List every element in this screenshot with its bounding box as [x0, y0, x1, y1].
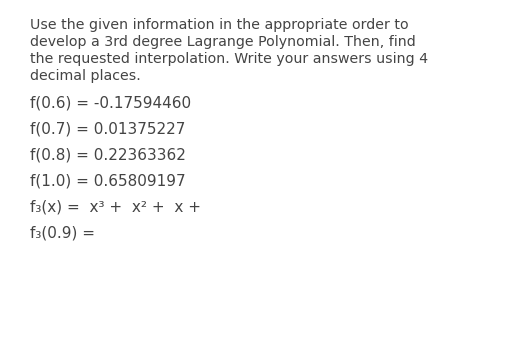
- Text: Use the given information in the appropriate order to: Use the given information in the appropr…: [30, 18, 409, 32]
- Text: develop a 3rd degree Lagrange Polynomial. Then, find: develop a 3rd degree Lagrange Polynomial…: [30, 35, 416, 49]
- Text: f(0.8) = 0.22363362: f(0.8) = 0.22363362: [30, 148, 186, 163]
- Text: f(1.0) = 0.65809197: f(1.0) = 0.65809197: [30, 174, 185, 189]
- Text: the requested interpolation. Write your answers using 4: the requested interpolation. Write your …: [30, 52, 428, 66]
- Text: f(0.6) = -0.17594460: f(0.6) = -0.17594460: [30, 96, 191, 111]
- Text: f₃(0.9) =: f₃(0.9) =: [30, 226, 95, 241]
- Text: decimal places.: decimal places.: [30, 69, 141, 83]
- Text: f(0.7) = 0.01375227: f(0.7) = 0.01375227: [30, 122, 185, 137]
- Text: f₃(x) =  x³ +  x² +  x +: f₃(x) = x³ + x² + x +: [30, 200, 201, 215]
